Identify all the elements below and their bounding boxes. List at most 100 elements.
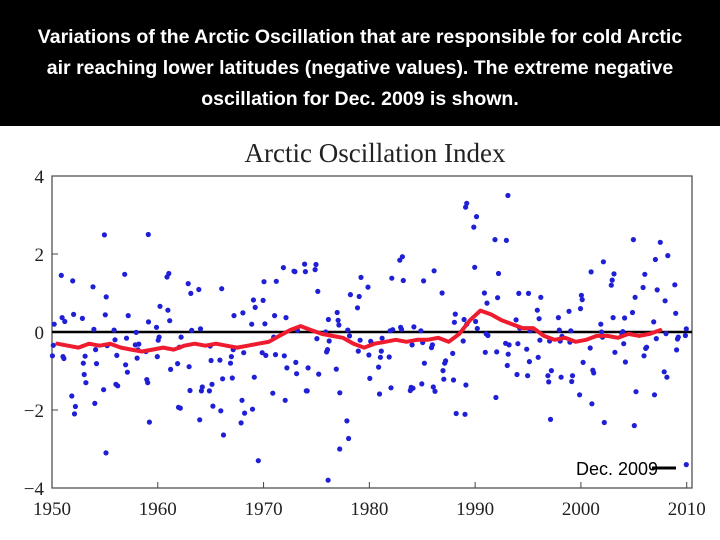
data-point [334, 309, 340, 316]
data-point [83, 380, 89, 386]
data-point [79, 315, 85, 321]
y-tick-label: −4 [24, 479, 45, 500]
data-point [440, 368, 446, 374]
data-point [473, 318, 479, 325]
data-point [347, 292, 353, 298]
data-point [145, 319, 152, 325]
data-point [591, 370, 597, 376]
data-point [125, 313, 131, 319]
data-point [516, 290, 522, 296]
data-point [683, 326, 689, 332]
data-point [399, 254, 405, 260]
data-point [547, 416, 554, 422]
data-point [272, 352, 279, 358]
data-point [209, 381, 215, 387]
data-point [653, 336, 659, 342]
data-point [185, 281, 191, 287]
data-point [346, 435, 352, 442]
data-point [409, 342, 415, 348]
data-point [302, 261, 308, 267]
data-point [186, 364, 192, 370]
data-point [579, 297, 585, 303]
data-point [187, 387, 193, 394]
data-point [314, 336, 320, 342]
data-point [514, 371, 520, 378]
data-point [90, 284, 96, 290]
data-point [294, 371, 300, 377]
data-point [196, 286, 202, 293]
slide-caption: Variations of the Arctic Oscillation tha… [37, 26, 683, 110]
data-point [219, 286, 225, 292]
data-point [682, 332, 689, 339]
data-point [555, 315, 562, 321]
data-point [471, 224, 477, 230]
data-point [101, 387, 107, 393]
x-tick-label: 1970 [245, 499, 283, 520]
data-point [610, 315, 616, 321]
data-point [525, 373, 531, 379]
data-point [672, 282, 678, 288]
data-point [101, 232, 107, 238]
data-point [70, 278, 76, 284]
data-point [175, 361, 181, 367]
monthly-points [49, 192, 689, 483]
data-point [111, 327, 117, 333]
dec-2009-label: Dec. 2009 [576, 459, 658, 479]
x-tick-label: 1950 [33, 499, 71, 520]
data-point [336, 322, 342, 328]
data-point [61, 355, 67, 362]
data-point [620, 329, 626, 335]
data-point [304, 388, 310, 394]
data-point [418, 328, 424, 334]
data-point [167, 318, 173, 324]
data-point [411, 324, 417, 330]
data-point [598, 321, 604, 327]
data-point [652, 256, 659, 263]
data-point [315, 288, 321, 294]
data-point [377, 354, 383, 360]
data-point [249, 321, 255, 327]
data-point [505, 192, 511, 199]
x-tick-label: 1980 [350, 499, 388, 520]
data-point [473, 214, 480, 220]
data-point [536, 316, 542, 322]
data-point [588, 269, 594, 275]
data-point [472, 264, 478, 270]
data-point [220, 376, 226, 382]
data-point [270, 390, 276, 396]
data-point [283, 315, 289, 321]
data-point [252, 304, 258, 310]
data-point [134, 355, 140, 361]
data-point [365, 284, 371, 290]
data-point [599, 329, 605, 335]
data-point [389, 275, 395, 281]
data-point [188, 290, 194, 296]
x-tick-label: 2000 [562, 499, 600, 520]
y-tick-label: −2 [24, 401, 44, 422]
data-point [462, 411, 468, 417]
data-point [526, 359, 533, 365]
data-point [419, 381, 425, 387]
data-point [102, 312, 108, 318]
data-point [548, 368, 555, 374]
data-point [505, 351, 511, 357]
data-point [630, 237, 637, 243]
data-point [325, 477, 331, 483]
data-point [229, 375, 235, 381]
smoothed-index-line [55, 308, 663, 354]
data-point [535, 354, 541, 360]
x-tick-label: 2010 [668, 499, 706, 520]
data-point [421, 278, 427, 284]
data-point [641, 353, 647, 359]
data-point [166, 270, 172, 277]
data-point [493, 394, 499, 401]
data-point [452, 311, 458, 317]
data-point [123, 362, 129, 368]
data-point [663, 331, 669, 337]
data-point [432, 388, 438, 394]
data-point [683, 462, 689, 468]
data-point [241, 350, 247, 356]
data-point [577, 306, 584, 312]
data-point [651, 392, 658, 398]
data-point [71, 311, 77, 317]
